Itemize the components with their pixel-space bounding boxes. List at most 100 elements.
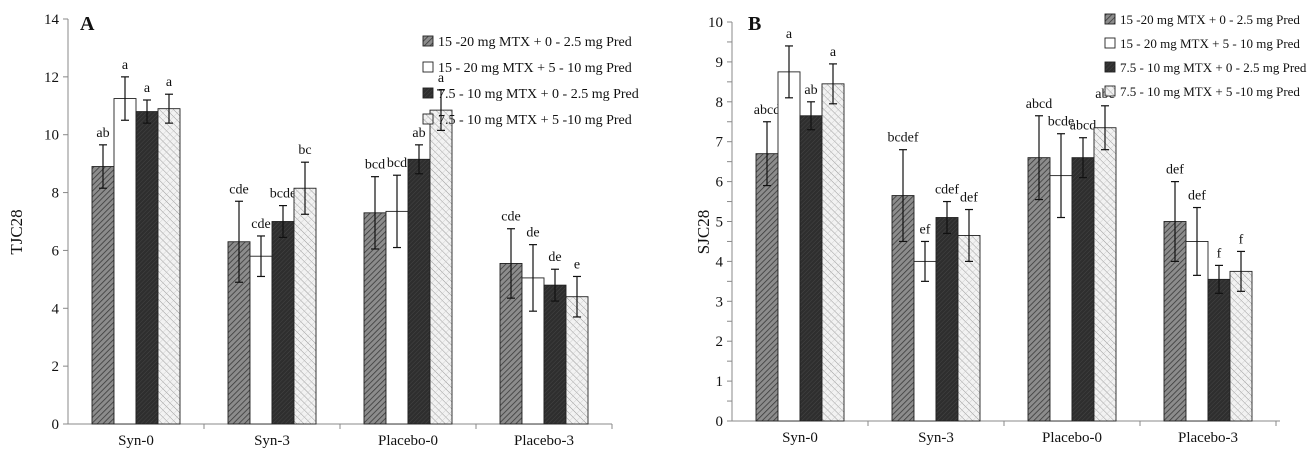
y-tick-label: 0 bbox=[716, 414, 724, 430]
bar-s2-syn-3 bbox=[249, 255, 273, 425]
y-tick-label: 0 bbox=[52, 417, 60, 433]
significance-label: a bbox=[830, 45, 837, 60]
bar-s4-placebo-0 bbox=[429, 109, 453, 425]
bar-s3-syn-3 bbox=[271, 221, 295, 425]
y-tick-label: 8 bbox=[52, 186, 60, 202]
significance-label: def bbox=[1188, 189, 1206, 204]
y-tick-label: 12 bbox=[44, 70, 59, 86]
significance-label: cde bbox=[501, 210, 520, 225]
x-tick-label: Syn-0 bbox=[118, 433, 154, 449]
legend-entry: 7.5 - 10 mg MTX + 5 -10 mg Pred bbox=[438, 113, 632, 128]
bar-s4-syn-0 bbox=[157, 108, 181, 425]
significance-label: bcd bbox=[387, 156, 407, 171]
significance-label: def bbox=[960, 191, 978, 206]
significance-label: ab bbox=[412, 126, 425, 141]
x-tick-label: Syn-3 bbox=[918, 430, 954, 446]
bar-s4-placebo-0 bbox=[1093, 127, 1117, 422]
significance-label: a bbox=[166, 75, 173, 90]
bar-s3-placebo-0 bbox=[1071, 157, 1095, 422]
significance-label: abcd bbox=[1026, 97, 1052, 112]
legend-entry: 15 -20 mg MTX + 0 - 2.5 mg Pred bbox=[1120, 12, 1300, 27]
legend: 15 -20 mg MTX + 0 - 2.5 mg Pred 15 - 20 m… bbox=[1104, 12, 1307, 99]
bar-s4-syn-0 bbox=[821, 83, 845, 422]
legend-entry: 15 - 20 mg MTX + 5 - 10 mg Pred bbox=[438, 61, 632, 76]
panel-label: A bbox=[80, 13, 95, 35]
y-tick-label: 10 bbox=[44, 128, 59, 144]
x-tick-label: Placebo-3 bbox=[514, 433, 574, 449]
significance-label: de bbox=[548, 250, 561, 265]
legend-swatch bbox=[422, 61, 434, 73]
y-tick-label: 1 bbox=[716, 374, 724, 390]
chart-panel-a: 0 2 4 6 8 10 12 14 Syn-0 Syn-3 Placebo-0 Placebo-3 a… bbox=[7, 12, 639, 449]
significance-label: abcd bbox=[754, 103, 780, 118]
legend-swatch bbox=[422, 87, 434, 99]
panel-label: B bbox=[748, 13, 761, 35]
significance-label: abcd bbox=[1070, 119, 1096, 134]
bar-s2-syn-0 bbox=[777, 71, 801, 422]
x-tick-label: Syn-3 bbox=[254, 433, 290, 449]
y-tick-label: 6 bbox=[716, 175, 724, 191]
significance-label: bc bbox=[298, 143, 311, 158]
bar-s3-syn-0 bbox=[135, 111, 159, 425]
significance-label: bcdef bbox=[887, 131, 918, 146]
bar-s2-syn-0 bbox=[113, 98, 137, 425]
significance-label: cde bbox=[229, 182, 248, 197]
legend-swatch bbox=[422, 113, 434, 125]
chart-panel-b: 0 1 2 3 4 5 6 7 8 9 10 Syn-0 Syn-3 Placebo-0 Placebo-3… bbox=[694, 12, 1307, 446]
y-tick-label: 7 bbox=[716, 135, 724, 151]
significance-label: cdef bbox=[935, 183, 959, 198]
significance-label: bcd bbox=[365, 158, 385, 173]
bar-s3-syn-0 bbox=[799, 115, 823, 422]
y-tick-label: 14 bbox=[44, 12, 60, 28]
x-tick-label: Placebo-0 bbox=[1042, 430, 1102, 446]
legend-swatch bbox=[1104, 85, 1116, 97]
x-tick-label: Syn-0 bbox=[782, 430, 818, 446]
bar-s3-placebo-0 bbox=[407, 158, 431, 425]
y-tick-label: 3 bbox=[716, 294, 724, 310]
bar-s3-placebo-3 bbox=[1207, 278, 1231, 422]
x-tick-label: Placebo-3 bbox=[1178, 430, 1238, 446]
significance-label: ab bbox=[804, 83, 817, 98]
y-tick-label: 4 bbox=[52, 301, 60, 317]
significance-label: f bbox=[1239, 232, 1244, 247]
y-axis-label: SJC28 bbox=[694, 210, 713, 254]
legend-entry: 7.5 - 10 mg MTX + 0 - 2.5 mg Pred bbox=[438, 87, 639, 102]
significance-label: bcde bbox=[1048, 115, 1074, 130]
legend-entry: 15 - 20 mg MTX + 5 - 10 mg Pred bbox=[1120, 36, 1300, 51]
significance-label: e bbox=[574, 257, 580, 272]
significance-label: def bbox=[1166, 163, 1184, 178]
y-tick-label: 2 bbox=[716, 334, 724, 350]
bar-s4-syn-3 bbox=[957, 235, 981, 422]
significance-label: cde bbox=[251, 217, 270, 232]
x-tick-label: Placebo-0 bbox=[378, 433, 438, 449]
significance-label: ab bbox=[96, 126, 109, 141]
significance-label: a bbox=[144, 81, 151, 96]
bar-s1-syn-0 bbox=[755, 153, 779, 422]
legend-swatch bbox=[422, 35, 434, 47]
legend-entry: 15 -20 mg MTX + 0 - 2.5 mg Pred bbox=[438, 35, 632, 50]
y-tick-label: 8 bbox=[716, 95, 724, 111]
legend-swatch bbox=[1104, 61, 1116, 73]
legend-entry: 7.5 - 10 mg MTX + 5 -10 mg Pred bbox=[1120, 84, 1300, 99]
y-axis-label: TJC28 bbox=[7, 209, 26, 254]
significance-label: ef bbox=[920, 222, 931, 237]
y-tick-label: 9 bbox=[716, 55, 724, 71]
bar-s3-syn-3 bbox=[935, 217, 959, 422]
legend: 15 -20 mg MTX + 0 - 2.5 mg Pred 15 - 20 m… bbox=[422, 35, 639, 128]
significance-label: a bbox=[122, 58, 129, 73]
significance-label: a bbox=[438, 71, 445, 86]
y-tick-label: 6 bbox=[52, 243, 60, 259]
bar-s2-syn-3 bbox=[913, 260, 937, 422]
significance-label: de bbox=[526, 226, 539, 241]
bar-s1-syn-0 bbox=[91, 166, 115, 425]
significance-label: a bbox=[786, 27, 793, 42]
legend-swatch bbox=[1104, 13, 1116, 25]
legend-entry: 7.5 - 10 mg MTX + 0 - 2.5 mg Pred bbox=[1120, 60, 1307, 75]
y-tick-label: 5 bbox=[716, 215, 724, 231]
bar-s3-placebo-3 bbox=[543, 284, 567, 425]
significance-label: bcde bbox=[270, 187, 296, 202]
legend-swatch bbox=[1104, 37, 1116, 49]
y-tick-label: 2 bbox=[52, 359, 60, 375]
